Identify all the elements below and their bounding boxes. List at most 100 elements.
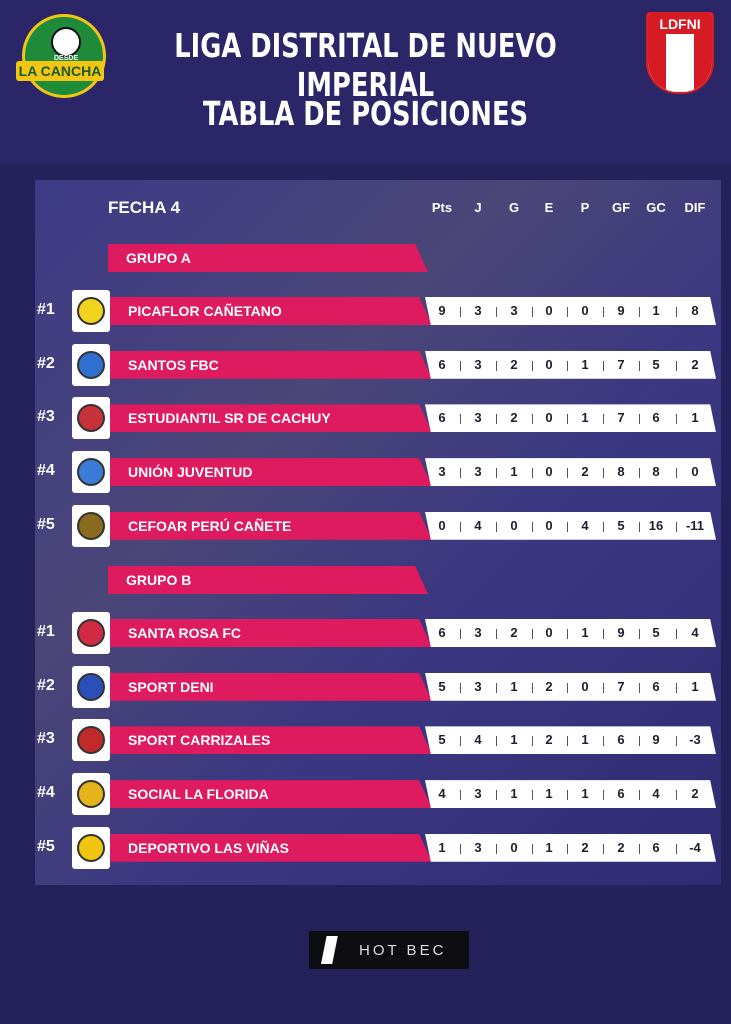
stat: 6 [438,356,446,372]
right-logo-text: LDFNI [648,14,712,34]
stat: 6 [652,839,660,855]
logo-badge [77,726,105,755]
stat: 6 [652,410,660,426]
separator [675,521,677,532]
stat: 5 [652,356,660,372]
stat: 5 [617,517,625,533]
separator [496,360,497,371]
separator [675,790,677,801]
separator [675,414,677,425]
column-header: GC [646,200,666,215]
separator [496,307,497,317]
separator [603,682,604,693]
separator [567,790,568,801]
stat: 2 [691,356,699,372]
flag-stripe [694,34,712,92]
separator [567,682,568,693]
separator [567,629,568,639]
stat: 6 [617,786,625,802]
separator [460,629,461,639]
stat: 1 [545,786,553,802]
separator [496,736,497,747]
logo-top-text: DESDE [54,55,79,62]
separator [567,414,568,425]
stat: -3 [689,732,701,748]
rank: #5 [37,515,55,533]
stat: 0 [545,356,553,372]
separator [496,414,497,425]
team-logo [72,451,110,494]
stat: 2 [545,678,553,694]
group-header: GRUPO A [108,244,428,272]
separator [675,736,677,747]
column-header: DIF [684,200,706,215]
stats-bar [425,619,716,647]
separator [460,790,461,801]
separator [567,360,568,371]
separator [638,736,640,747]
stats-bar [425,350,716,379]
stat: 2 [510,356,518,372]
stat: 9 [438,303,446,318]
separator [460,468,461,479]
team-logo [72,343,110,386]
separator [567,736,568,747]
stat: 9 [652,732,660,748]
stat: 1 [438,839,446,855]
separator [460,360,461,371]
stats-bar [425,833,716,862]
separator [638,790,640,801]
stat: 0 [438,517,446,533]
column-header: E [544,200,554,215]
separator [567,307,568,317]
team-logo [72,826,110,869]
stat: 1 [581,732,589,748]
team-bar: CEFOAR PERÚ CAÑETE [110,511,432,540]
stat: 0 [545,464,553,480]
stat: 2 [691,786,699,802]
stat: 3 [474,464,482,480]
stat: 6 [652,678,660,694]
separator [496,629,497,639]
stat: 0 [545,625,553,640]
team-bar: SOCIAL LA FLORIDA [110,780,432,809]
stat: 1 [510,464,518,480]
separator [496,468,497,479]
stat: 1 [510,786,518,802]
logo-badge [77,404,105,433]
team-logo [72,773,110,816]
separator [531,736,533,747]
separator [603,521,604,532]
stat: 7 [617,678,625,694]
stat: -11 [685,517,705,533]
logo-name: LA CANCHA [16,61,104,81]
separator [460,682,461,693]
rank: #3 [37,730,55,748]
separator [603,843,604,854]
stat: 3 [474,356,482,372]
stat: 8 [652,464,660,480]
stat: 6 [438,410,446,426]
stat: 1 [581,356,589,372]
column-header: P [580,200,590,215]
stat: 2 [581,464,589,480]
stat: 4 [652,786,660,802]
header-band [0,0,731,165]
separator [460,521,461,532]
ball-icon [51,27,81,57]
stat: 3 [474,786,482,802]
stat: 0 [581,678,589,694]
separator [460,307,461,317]
stat: 1 [691,678,699,694]
rank: #2 [37,676,55,694]
rank: #3 [37,408,55,426]
stats-bar [425,297,716,325]
separator [638,521,640,532]
separator [531,682,533,693]
stat: 1 [581,625,589,640]
stat: 5 [652,625,660,640]
stats-bar [425,780,716,809]
stat: 3 [474,303,482,318]
logo-badge [77,619,105,647]
